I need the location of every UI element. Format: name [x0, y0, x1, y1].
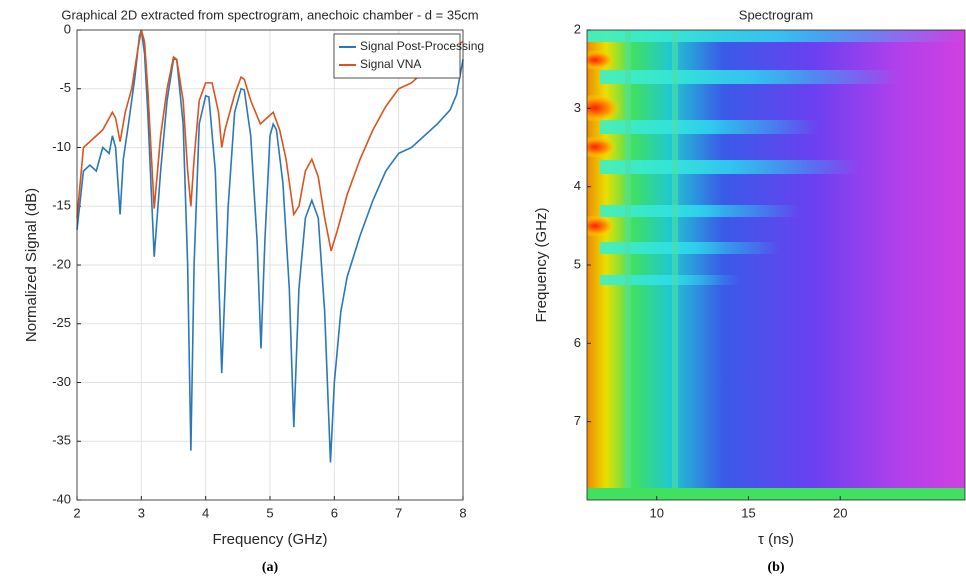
x-tick-label: 3 [138, 505, 145, 520]
data-line [76, 29, 464, 463]
y-tick-label: 7 [574, 413, 581, 428]
y-tick-label: -20 [52, 256, 71, 271]
chart-title: Spectrogram [739, 7, 813, 22]
y-tick-label: 4 [574, 178, 581, 193]
plot-frame [586, 29, 966, 501]
x-tick-label: 2 [73, 505, 80, 520]
y-tick-label: -10 [52, 139, 71, 154]
x-tick-label: 4 [202, 505, 209, 520]
y-tick-label: -30 [52, 374, 71, 389]
plot-frame [76, 29, 464, 501]
legend-box [333, 33, 461, 79]
caption: (a) [262, 560, 279, 575]
x-tick-label: 6 [331, 505, 338, 520]
y-tick-label: -40 [52, 491, 71, 506]
spectrogram-image [587, 30, 965, 500]
y-tick-label: 3 [574, 100, 581, 115]
y-tick-label: 0 [64, 21, 71, 36]
y-axis-label: Normalized Signal (dB) [23, 188, 40, 342]
x-axis-label: τ (ns) [758, 531, 794, 548]
legend-label: Signal Post-Processing [360, 39, 484, 53]
x-tick-label: 15 [741, 505, 755, 520]
x-tick-label: 7 [395, 505, 402, 520]
x-axis-label: Frequency (GHz) [212, 531, 327, 548]
y-tick-label: 2 [574, 21, 581, 36]
legend-label: Signal VNA [360, 57, 421, 71]
x-tick-label: 5 [266, 505, 273, 520]
chart-title: Graphical 2D extracted from spectrogram,… [61, 7, 478, 22]
y-tick-label: -25 [52, 315, 71, 330]
y-tick-label: -15 [52, 198, 71, 213]
y-tick-label: 5 [574, 256, 581, 271]
caption: (b) [767, 560, 784, 575]
y-axis-label: Frequency (GHz) [533, 207, 550, 322]
x-tick-label: 8 [459, 505, 466, 520]
y-tick-label: -5 [59, 80, 71, 95]
y-tick-label: -35 [52, 433, 71, 448]
data-line [76, 29, 464, 252]
y-tick-label: 6 [574, 335, 581, 350]
x-tick-label: 20 [833, 505, 847, 520]
x-tick-label: 10 [649, 505, 663, 520]
